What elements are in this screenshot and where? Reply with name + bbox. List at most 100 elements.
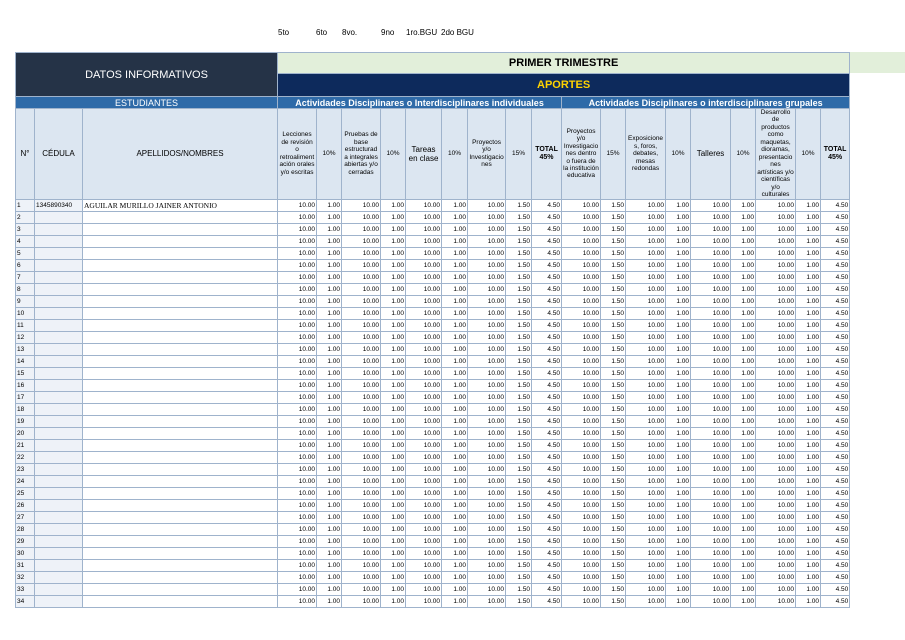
cedula <box>34 366 83 380</box>
grade-cell: 1.00 <box>441 474 469 488</box>
grade-cell: 10.00 <box>277 414 318 428</box>
grade-cell: 10.00 <box>405 378 443 392</box>
grade-cell: 1.00 <box>380 198 407 212</box>
grade-cell: 10.00 <box>277 234 318 248</box>
grade-cell: 1.00 <box>441 426 469 440</box>
grade-cell: 10.00 <box>561 558 602 572</box>
grade-cell: 1.50 <box>505 546 533 560</box>
student-name <box>81 546 279 560</box>
grade-cell: 10.00 <box>467 210 507 224</box>
grade-cell: 10.00 <box>341 486 382 500</box>
grade-cell: 10.00 <box>405 402 443 416</box>
grade-cell: 10.00 <box>405 234 443 248</box>
grade-cell: 1.00 <box>795 558 822 572</box>
student-name <box>81 438 279 452</box>
grade-cell: 1.00 <box>730 534 757 548</box>
student-row: 14 10.00 1.00 10.00 1.00 10.00 1.00 10.00 1.50 4.… <box>15 354 851 368</box>
grade-cell: 1.00 <box>795 570 822 584</box>
row-number: 5 <box>15 246 35 260</box>
grade-cell: 4.50 <box>820 390 851 404</box>
grade-cell: 10.00 <box>690 294 732 308</box>
grade-cell: 1.00 <box>730 450 757 464</box>
grade-cell: 10.00 <box>690 306 732 320</box>
grade-cell: 1.00 <box>316 534 343 548</box>
grade-cell: 10.00 <box>561 222 602 236</box>
grade-cell: 1.00 <box>380 426 407 440</box>
grade-cell: 1.50 <box>505 558 533 572</box>
grade-cell: 10.00 <box>625 330 667 344</box>
grade-cell: 10.00 <box>467 414 507 428</box>
grade-cell: 4.50 <box>820 378 851 392</box>
grade-cell: 1.50 <box>505 450 533 464</box>
row-number: 30 <box>15 546 35 560</box>
grade-cell: 1.50 <box>600 222 627 236</box>
grade-cell: 10.00 <box>341 246 382 260</box>
grade-cell: 10.00 <box>561 534 602 548</box>
row-number: 23 <box>15 462 35 476</box>
grade-cell: 10.00 <box>690 390 732 404</box>
grade-cell: 10.00 <box>277 486 318 500</box>
grade-cell: 10.00 <box>405 558 443 572</box>
student-name <box>81 594 279 608</box>
grade-cell: 1.00 <box>380 270 407 284</box>
grade-cell: 4.50 <box>820 582 851 596</box>
grade-cell: 10.00 <box>277 546 318 560</box>
row-number: 24 <box>15 474 35 488</box>
cedula <box>34 330 83 344</box>
grade-cell: 10.00 <box>690 198 732 212</box>
grade-cell: 10.00 <box>755 390 797 404</box>
grade-cell: 1.00 <box>316 210 343 224</box>
grade-cell: 1.00 <box>380 246 407 260</box>
grade-cell: 10.00 <box>625 378 667 392</box>
cedula <box>34 462 83 476</box>
grade-label: 9no <box>381 28 395 37</box>
row-number: 11 <box>15 318 35 332</box>
grade-cell: 1.00 <box>316 378 343 392</box>
grade-label: 8vo. <box>342 28 358 37</box>
grade-cell: 1.00 <box>730 414 757 428</box>
grade-cell: 10.00 <box>561 522 602 536</box>
grade-cell: 4.50 <box>820 282 851 296</box>
grade-cell: 4.50 <box>531 294 563 308</box>
grade-cell: 1.00 <box>795 426 822 440</box>
student-name <box>81 558 279 572</box>
grade-cell: 1.00 <box>441 342 469 356</box>
grade-cell: 4.50 <box>820 498 851 512</box>
grade-cell: 10.00 <box>755 246 797 260</box>
row-number: 21 <box>15 438 35 452</box>
grade-cell: 10.00 <box>690 462 732 476</box>
grade-cell: 1.00 <box>795 546 822 560</box>
grade-cell: 10.00 <box>755 318 797 332</box>
grade-cell: 1.00 <box>665 366 692 380</box>
grade-cell: 10.00 <box>341 546 382 560</box>
grade-cell: 10.00 <box>467 450 507 464</box>
grade-cell: 10.00 <box>405 510 443 524</box>
row-number: 18 <box>15 402 35 416</box>
grade-cell: 10.00 <box>690 582 732 596</box>
grade-cell: 10.00 <box>277 594 318 608</box>
grade-cell: 10.00 <box>341 198 382 212</box>
grade-cell: 1.00 <box>665 402 692 416</box>
grade-cell: 1.00 <box>441 450 469 464</box>
grade-cell: 4.50 <box>531 210 563 224</box>
grade-cell: 10.00 <box>405 306 443 320</box>
grade-cell: 4.50 <box>531 426 563 440</box>
student-row: 5 10.00 1.00 10.00 1.00 10.00 1.00 10.00 1.50 4.5… <box>15 246 851 260</box>
column-header: 10% <box>665 108 692 200</box>
grade-cell: 10.00 <box>561 330 602 344</box>
grade-cell: 1.00 <box>730 594 757 608</box>
grade-cell: 10.00 <box>561 342 602 356</box>
grade-cell: 10.00 <box>277 498 318 512</box>
column-header: TOTAL 45% <box>820 108 851 200</box>
grade-cell: 10.00 <box>755 438 797 452</box>
grade-cell: 1.00 <box>795 306 822 320</box>
column-header: 10% <box>795 108 822 200</box>
column-header: APELLIDOS/NOMBRES <box>81 108 279 200</box>
grade-cell: 10.00 <box>561 450 602 464</box>
grade-cell: 1.00 <box>316 246 343 260</box>
grade-cell: 1.00 <box>441 462 469 476</box>
grade-cell: 1.00 <box>380 486 407 500</box>
grade-cell: 10.00 <box>690 546 732 560</box>
grade-cell: 10.00 <box>467 342 507 356</box>
grade-cell: 1.00 <box>441 234 469 248</box>
